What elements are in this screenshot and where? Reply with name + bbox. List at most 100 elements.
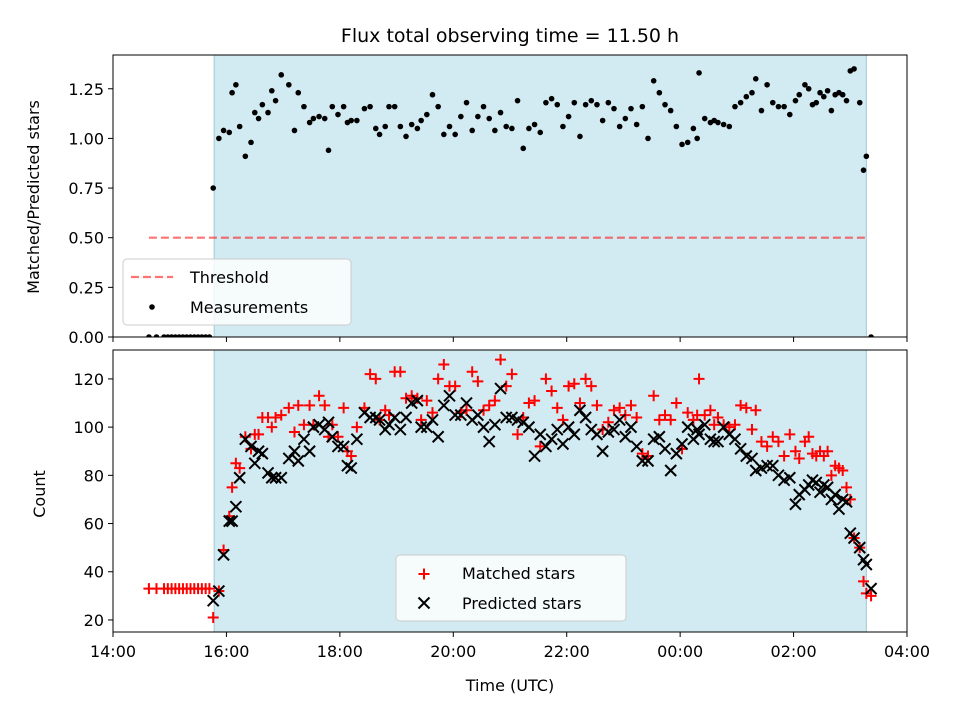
predicted-star-marker [275, 471, 288, 484]
matched-star-marker [338, 402, 350, 414]
matched-star-marker [489, 395, 501, 407]
measurement-point [348, 117, 355, 124]
predicted-star-marker [233, 471, 246, 484]
matched-star-marker [837, 465, 849, 477]
measurement-point [441, 131, 447, 138]
measurement-point [361, 105, 368, 112]
matched-star-marker [608, 404, 620, 416]
measurement-point [220, 127, 227, 134]
matched-star-marker [551, 402, 563, 414]
measurement-point [560, 123, 566, 130]
predicted-star-marker [590, 428, 604, 441]
y-tick-label: 120 [73, 370, 104, 389]
measurement-point [594, 101, 600, 108]
x-tick-label: 16:00 [203, 642, 249, 661]
predicted-star-marker [556, 437, 570, 451]
measurement-point [153, 334, 160, 337]
measurement-point [749, 89, 755, 96]
matched-star-marker [557, 414, 569, 426]
predicted-star-marker [698, 418, 711, 431]
measurement-point [775, 103, 782, 110]
predicted-star-marker [494, 382, 507, 395]
measurement-point [452, 131, 458, 138]
matched-star-marker [858, 575, 870, 587]
measurement-point [743, 93, 750, 100]
matched-star-marker [789, 445, 801, 457]
measurement-point [817, 89, 823, 96]
predicted-star-marker [239, 432, 252, 446]
legend-matched-swatch [418, 568, 430, 580]
matched-star-marker [682, 407, 694, 419]
matched-star-marker [602, 416, 614, 428]
measurement-point [310, 115, 317, 122]
predicted-star-marker [217, 548, 230, 562]
top-legend-box [122, 258, 352, 326]
measurement-point [720, 121, 727, 128]
measurement-point [291, 127, 298, 134]
predicted-star-marker [212, 584, 226, 598]
predicted-star-marker [711, 435, 725, 448]
x-tick-label: 22:00 [544, 642, 590, 661]
measurement-point [329, 103, 336, 110]
predicted-star-marker [545, 432, 558, 446]
matched-star-marker [631, 411, 643, 423]
legend-predicted-swatch [417, 596, 431, 610]
predicted-star-marker [813, 485, 827, 499]
axes-frame [112, 54, 908, 338]
matched-star-marker [699, 409, 711, 421]
predicted-star-marker [579, 411, 592, 424]
matched-star-marker [841, 481, 853, 493]
matched-star-marker [712, 411, 724, 423]
predicted-star-marker [596, 445, 609, 458]
predicted-star-marker [256, 447, 269, 460]
predicted-star-marker [568, 428, 581, 441]
x-tick-label: 00:00 [657, 642, 703, 661]
predicted-star-marker [810, 476, 823, 489]
predicted-star-marker [653, 430, 666, 443]
measurement-point [577, 133, 583, 140]
predicted-star-marker [707, 435, 721, 448]
legend-measurements-label: Measurements [190, 298, 308, 317]
measurement-point [386, 103, 392, 110]
predicted-star-marker [322, 416, 335, 429]
measurement-point [259, 101, 266, 108]
measurement-point [424, 111, 430, 118]
measurement-point [463, 99, 470, 106]
x-tick-label: 02:00 [771, 642, 817, 661]
bottom-panel: 20 40 60 80 100 120 14:00 16:00 18:00 20:00 22:00 0… [73, 349, 930, 661]
measurement-point [548, 95, 555, 102]
matched-star-marker [778, 450, 790, 462]
matched-star-marker [483, 399, 495, 411]
measurement-point [520, 145, 527, 152]
measurement-point [856, 99, 863, 106]
measurement-point [233, 81, 239, 88]
measurement-point [295, 89, 302, 96]
measurement-point [255, 115, 262, 122]
measurement-point [210, 185, 216, 191]
measurement-point [543, 99, 549, 106]
predicted-star-marker [394, 423, 407, 436]
predicted-star-marker [500, 411, 513, 424]
predicted-star-marker [528, 449, 541, 463]
predicted-star-marker [717, 420, 730, 434]
matched-star-marker [636, 448, 648, 460]
predicted-star-marker [573, 404, 587, 417]
measurement-point [531, 121, 538, 128]
matched-star-marker [546, 385, 558, 397]
matched-star-marker [755, 436, 767, 448]
measurement-point [446, 123, 453, 130]
measurement-point [269, 87, 275, 94]
predicted-star-marker [297, 432, 311, 446]
predicted-star-marker [454, 408, 468, 422]
predicted-star-marker [658, 442, 672, 456]
x-tick-label: 04:00 [884, 642, 930, 661]
top-y-axis-label: Matched/Predicted stars [24, 100, 43, 294]
predicted-star-marker [282, 452, 296, 465]
matched-star-marker [394, 366, 406, 378]
matched-star-marker [574, 397, 586, 409]
measurement-point [206, 334, 213, 337]
predicted-star-marker [244, 440, 258, 453]
measurement-point [662, 101, 668, 108]
matched-star-marker [270, 411, 282, 423]
measurement-point [325, 147, 332, 154]
